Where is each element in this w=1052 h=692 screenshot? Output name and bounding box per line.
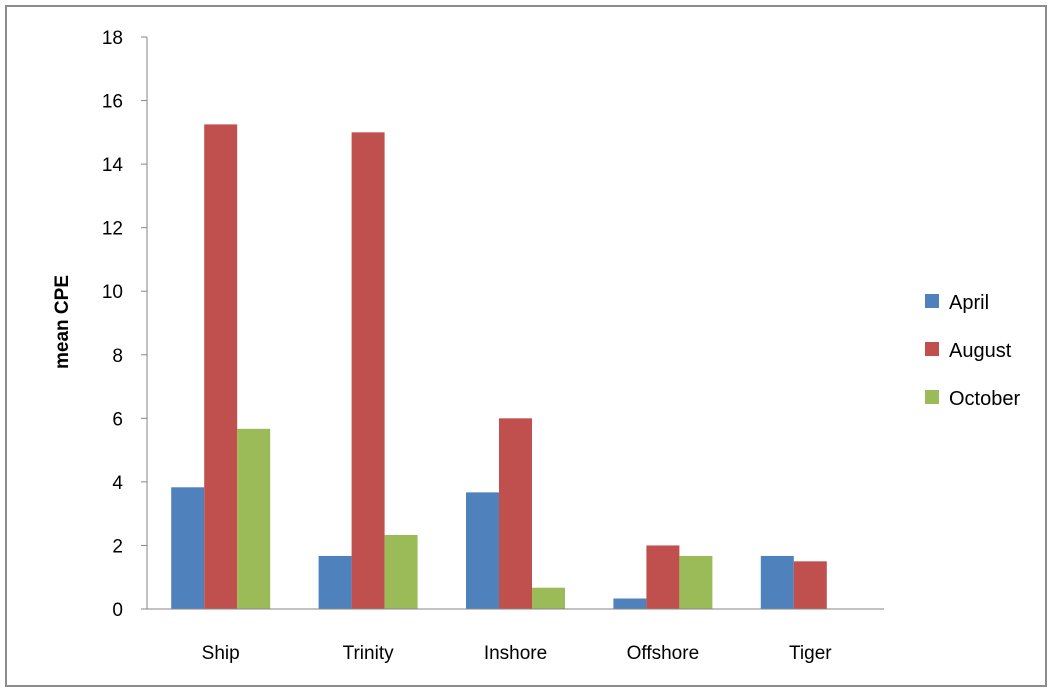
legend: April August October (925, 292, 1020, 410)
y-tick-label: 14 (102, 155, 124, 176)
x-tick-label: Offshore (627, 643, 700, 664)
bar-october-ship (237, 428, 271, 609)
bar-april-inshore (466, 492, 499, 609)
x-tick-label: Tiger (789, 643, 832, 664)
axes (146, 37, 884, 610)
y-axis-title: mean CPE (52, 275, 73, 369)
y-tick-label: 6 (112, 409, 123, 430)
bar-april-offshore (613, 598, 647, 609)
bar-april-tiger (760, 555, 794, 609)
x-tick-label: Trinity (343, 643, 395, 664)
bar-october-inshore (532, 587, 565, 609)
legend-swatch-april (925, 294, 939, 308)
y-tick-label: 12 (102, 219, 123, 240)
x-tick-label: Inshore (484, 643, 547, 664)
x-tick-label: Ship (202, 643, 240, 664)
bar-august-inshore (499, 418, 532, 609)
legend-label-april: April (949, 292, 989, 314)
bar-august-tiger (793, 561, 827, 609)
bar-august-trinity (351, 132, 385, 610)
bars (171, 124, 827, 610)
y-tick-label: 16 (102, 92, 123, 113)
y-tick-label: 18 (102, 28, 123, 49)
y-tick-label: 4 (112, 473, 123, 494)
bar-april-trinity (318, 555, 352, 609)
bar-august-offshore (646, 545, 680, 609)
y-tick-label: 2 (112, 536, 123, 557)
y-tick-label: 8 (112, 346, 123, 367)
x-axis-ticks: Ship Trinity Inshore Offshore Tiger (202, 643, 833, 664)
bar-april-ship (171, 487, 205, 609)
y-axis-ticks: 0 2 4 6 8 10 12 14 16 18 (102, 28, 147, 621)
bar-august-ship (204, 124, 238, 609)
y-tick-label: 0 (112, 600, 123, 621)
legend-swatch-august (925, 342, 939, 356)
bar-october-trinity (384, 534, 418, 609)
legend-label-august: August (949, 340, 1012, 362)
y-tick-label: 10 (102, 282, 123, 303)
legend-swatch-october (925, 390, 939, 404)
legend-label-october: October (949, 388, 1020, 410)
bar-october-offshore (679, 555, 713, 609)
